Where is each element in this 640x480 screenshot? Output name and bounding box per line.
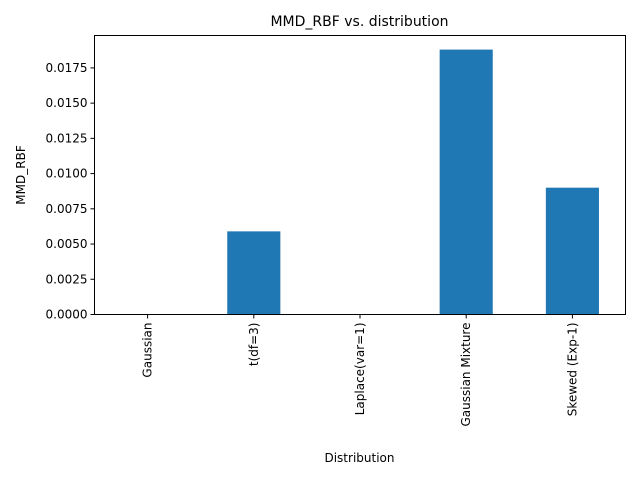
y-tick-label: 0.0175	[46, 61, 88, 75]
y-axis-ticks: 0.0000 0.0025 0.0050 0.0075 0.0100 0.0125 0.01…	[46, 61, 95, 322]
y-tick-label: 0.0150	[46, 96, 88, 110]
x-tick-label: Gaussian	[141, 323, 155, 378]
y-tick-label: 0.0100	[46, 167, 88, 181]
y-tick-label: 0.0000	[46, 308, 88, 322]
x-axis-label: Distribution	[324, 451, 394, 465]
x-tick-label: Laplace(var=1)	[353, 323, 367, 416]
x-tick-label: Gaussian Mixture	[459, 323, 473, 427]
y-tick-label: 0.0025	[46, 272, 88, 286]
y-tick-label: 0.0050	[46, 237, 88, 251]
x-tick-label: t(df=3)	[247, 323, 261, 367]
x-axis-ticks: Gaussian t(df=3) Laplace(var=1) Gaussian Mi…	[141, 314, 579, 427]
axes-frame	[94, 35, 626, 315]
chart-title: MMD_RBF vs. distribution	[270, 14, 448, 30]
bar-3	[439, 49, 493, 315]
x-tick-label: Skewed (Exp-1)	[565, 323, 579, 417]
bar-1	[227, 231, 281, 315]
bars-group	[227, 49, 599, 315]
y-tick-label: 0.0075	[46, 202, 88, 216]
y-axis-label: MMD_RBF	[14, 145, 28, 205]
y-tick-label: 0.0125	[46, 131, 88, 145]
bar-4	[545, 187, 599, 315]
